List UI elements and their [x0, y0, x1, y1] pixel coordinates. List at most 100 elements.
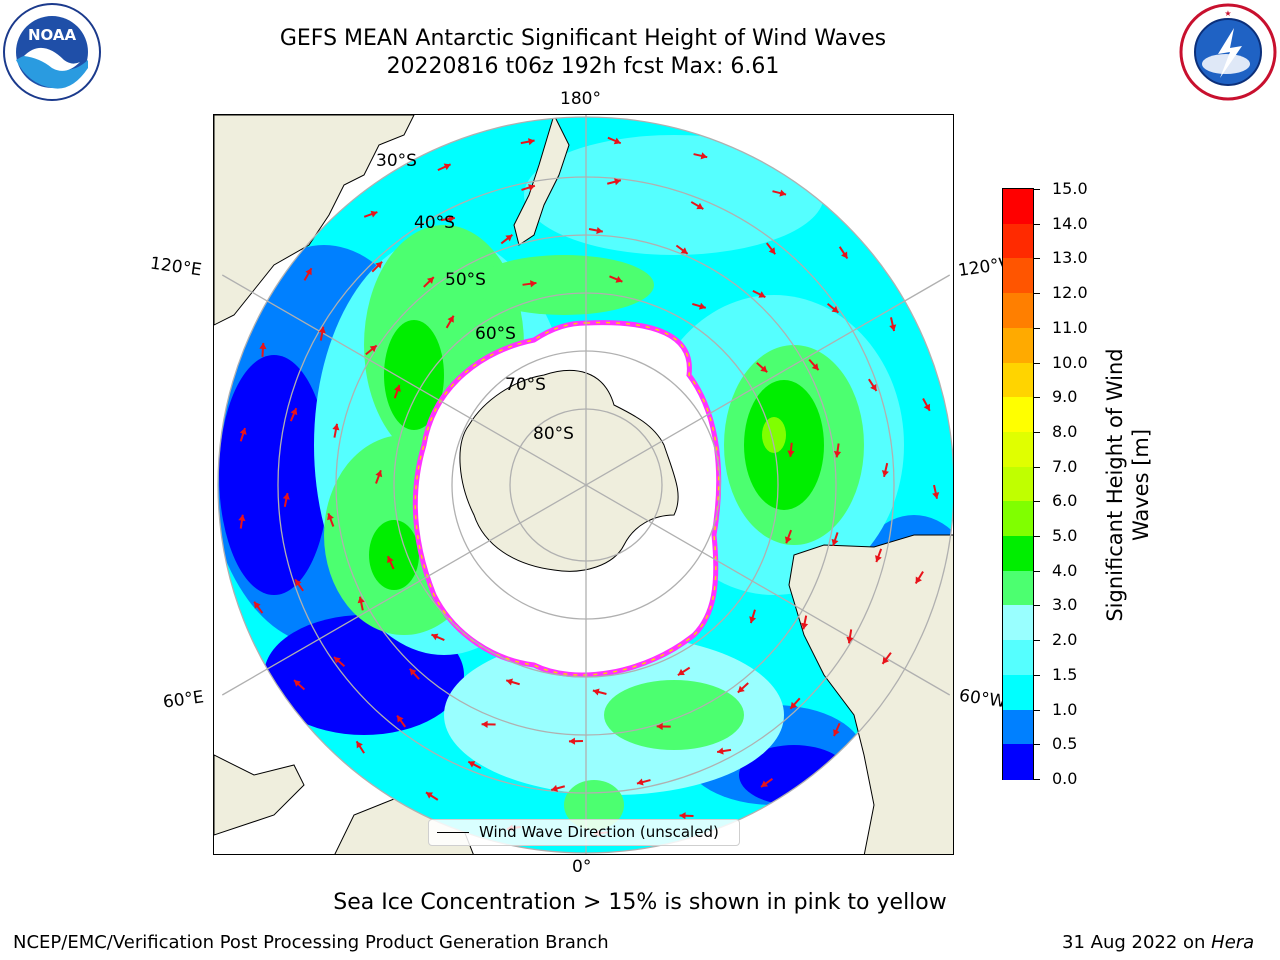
colorbar — [1002, 188, 1034, 780]
wave-direction-arrowhead — [680, 247, 688, 254]
wave-direction-arrowhead — [447, 315, 454, 323]
wave-direction-arrowhead — [784, 536, 792, 544]
wave-direction-arrowhead — [369, 345, 377, 353]
sea-ice-footnote: Sea Ice Concentration > 15% is shown in … — [333, 890, 947, 915]
colorbar-tick — [1034, 189, 1040, 190]
nws-logo-icon: ★ — [1178, 2, 1278, 102]
longitude-label-0: 0° — [572, 857, 592, 877]
colorbar-tick — [1034, 431, 1040, 433]
wave-direction-arrowhead — [443, 163, 451, 171]
chart-subtitle: 20220816 t06z 192h fcst Max: 6.61 — [386, 54, 780, 79]
wave-direction-arrowhead — [613, 137, 621, 145]
wave-direction-arrowhead — [833, 450, 842, 458]
legend-line-marker — [437, 832, 469, 833]
latitude-label-80s: 80°S — [533, 424, 574, 444]
colorbar-tick-label: 13.0 — [1052, 248, 1088, 268]
colorbar-tick-label: 5.0 — [1052, 526, 1078, 546]
wave-direction-arrowhead — [238, 514, 246, 522]
wave-direction-arrowhead — [294, 680, 301, 687]
wave-direction-arrowhead — [528, 138, 535, 146]
longitude-label-120e: 120°E — [148, 253, 203, 281]
wave-direction-arrowhead — [790, 701, 798, 709]
colorbar-tick — [1034, 709, 1040, 711]
colorbar-tick — [1034, 744, 1040, 746]
colorbar-segment — [1003, 570, 1033, 607]
host-name: Hera — [1211, 932, 1255, 953]
polar-map-canvas — [214, 115, 953, 854]
wave-direction-arrowhead — [505, 234, 513, 242]
wave-direction-arrowhead — [397, 715, 404, 723]
colorbar-tick — [1034, 674, 1040, 676]
latitude-label-30s: 30°S — [376, 151, 417, 171]
wave-direction-arrowhead — [846, 636, 854, 644]
wave-direction-arrowhead — [677, 668, 685, 676]
wave-direction-arrowhead — [327, 513, 334, 521]
chart-title: GEFS MEAN Antarctic Significant Height o… — [279, 26, 887, 51]
polar-map — [213, 114, 954, 855]
colorbar-segment — [1003, 640, 1033, 676]
wave-direction-arrowhead — [615, 276, 623, 283]
colorbar-tick — [1034, 501, 1040, 503]
colorbar-segment — [1003, 431, 1033, 468]
svg-text:★: ★ — [1224, 9, 1231, 18]
colorbar-tick-label: 1.0 — [1052, 699, 1078, 719]
wave-direction-arrowhead — [592, 688, 600, 696]
colorbar-segment — [1003, 501, 1033, 537]
map-legend: Wind Wave Direction (unscaled) — [428, 819, 740, 846]
colorbar-segment — [1003, 744, 1033, 780]
date-text: 31 Aug 2022 on — [1062, 932, 1212, 953]
colorbar-tick-label: 0.5 — [1052, 734, 1078, 754]
colorbar-tick-label: 6.0 — [1052, 491, 1078, 511]
wave-direction-arrowhead — [737, 685, 745, 693]
colorbar-tick-label: 4.0 — [1052, 560, 1078, 580]
wave-direction-arrowhead — [758, 291, 766, 298]
colorbar-segment — [1003, 362, 1033, 398]
colorbar-tick — [1034, 223, 1040, 225]
wave-direction-arrowhead — [387, 556, 394, 564]
wave-direction-arrowhead — [831, 538, 839, 546]
colorbar-label-line1: Significant Height of Wind — [1103, 348, 1127, 622]
colorbar-tick-label: 2.0 — [1052, 630, 1078, 650]
wave-direction-arrowhead — [333, 656, 341, 664]
wave-direction-arrowhead — [332, 423, 340, 431]
colorbar-tick — [1034, 397, 1040, 399]
wave-direction-arrowhead — [431, 633, 439, 641]
colorbar-tick — [1034, 327, 1040, 329]
colorbar-tick — [1034, 466, 1040, 468]
colorbar-tick-label: 14.0 — [1052, 213, 1088, 233]
latitude-label-50s: 50°S — [445, 270, 486, 290]
latitude-label-70s: 70°S — [505, 375, 546, 395]
wave-direction-arrowhead — [254, 601, 261, 609]
wave-direction-arrowhead — [259, 342, 267, 350]
legend-label: Wind Wave Direction (unscaled) — [479, 823, 719, 841]
wave-direction-arrowhead — [528, 184, 535, 192]
wave-direction-arrowhead — [448, 215, 455, 223]
colorbar-tick — [1034, 779, 1040, 780]
wave-direction-arrowhead — [636, 778, 644, 786]
wave-direction-arrowhead — [749, 616, 757, 624]
wave-direction-arrowhead — [426, 277, 434, 284]
wave-direction-arrowhead — [295, 579, 302, 587]
latitude-label-40s: 40°S — [414, 213, 455, 233]
wave-direction-arrowhead — [882, 656, 890, 664]
wave-direction-arrowhead — [506, 678, 513, 686]
wave-direction-arrowhead — [318, 326, 326, 334]
wave-direction-arrowhead — [915, 576, 922, 584]
colorbar-tick — [1034, 640, 1040, 642]
meridian-line — [221, 274, 951, 696]
colorbar-tick-label: 9.0 — [1052, 387, 1078, 407]
wave-direction-arrowhead — [596, 226, 603, 235]
wave-direction-arrowhead — [875, 555, 882, 563]
wave-direction-arrowhead — [305, 268, 312, 276]
wave-direction-arrowhead — [870, 383, 877, 391]
wave-direction-arrowhead — [290, 408, 298, 416]
wave-direction-arrowhead — [551, 784, 559, 792]
wave-direction-arrowhead — [375, 470, 383, 478]
svg-text:NOAA: NOAA — [28, 26, 77, 44]
colorbar-tick — [1034, 536, 1040, 538]
colorbar-segment — [1003, 258, 1033, 294]
wave-direction-arrowhead — [923, 403, 931, 411]
wave-direction-arrowhead — [833, 729, 840, 737]
colorbar-segment — [1003, 327, 1033, 364]
wave-direction-arrowhead — [881, 470, 889, 477]
